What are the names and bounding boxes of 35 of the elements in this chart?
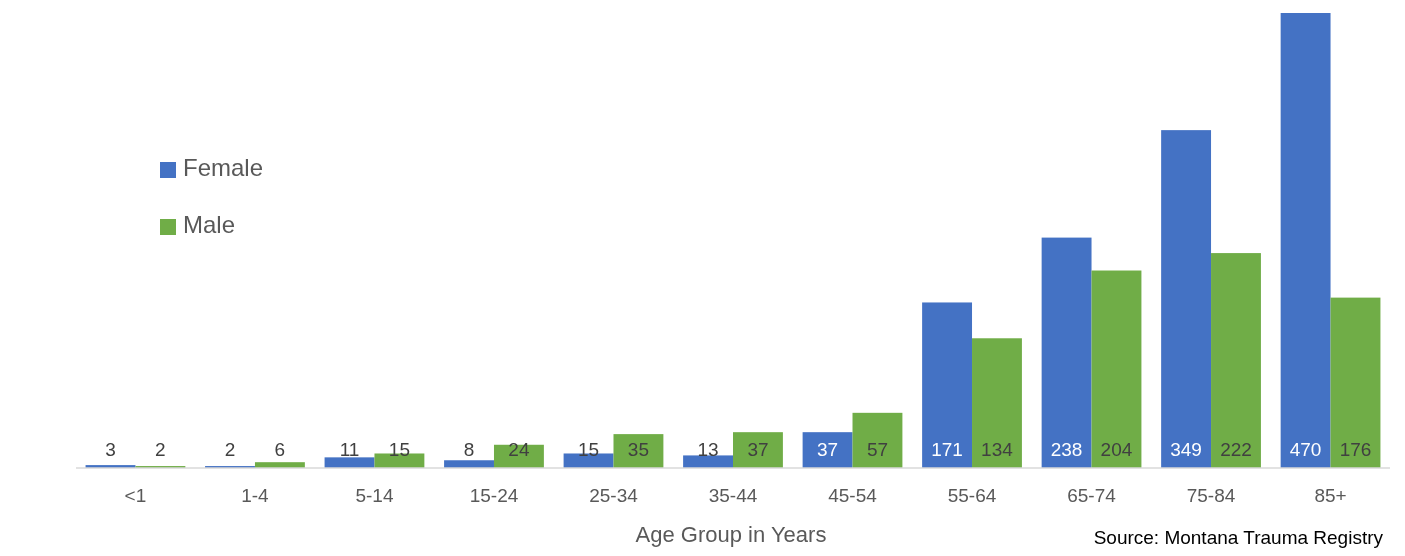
x-tick-label: 35-44 <box>708 485 758 506</box>
legend-label: Female <box>183 154 264 182</box>
data-label: 171 <box>931 439 963 461</box>
data-label: 24 <box>508 439 530 461</box>
x-tick-label: 55-64 <box>947 485 997 506</box>
data-label: 2 <box>224 439 236 461</box>
x-tick-label: 65-74 <box>1067 485 1117 506</box>
x-tick-label: 25-34 <box>589 485 639 506</box>
data-label: 470 <box>1289 439 1322 461</box>
data-label: 222 <box>1220 439 1252 461</box>
x-axis-title: Age Group in Years <box>635 522 827 547</box>
data-label: 57 <box>866 439 889 461</box>
x-tick-label: 85+ <box>1314 485 1347 506</box>
x-tick-label: 75-84 <box>1186 485 1236 506</box>
data-label: 13 <box>697 439 719 461</box>
x-tick-label: 5-14 <box>355 485 394 506</box>
data-label: 6 <box>274 439 286 461</box>
source-note: Source: Montana Trauma Registry <box>1093 527 1384 548</box>
data-label: 238 <box>1050 439 1083 461</box>
data-label: 2 <box>155 439 166 461</box>
x-tick-label: 45-54 <box>828 485 878 506</box>
data-label: 349 <box>1170 439 1202 461</box>
data-label: 8 <box>463 439 475 461</box>
data-label: 204 <box>1100 439 1133 461</box>
data-label: 37 <box>747 439 769 461</box>
x-tick-label: 15-24 <box>469 485 519 506</box>
data-label: 35 <box>627 439 650 461</box>
data-label: 176 <box>1339 439 1372 461</box>
legend-label: Male <box>183 211 236 239</box>
data-label: 3 <box>105 439 116 461</box>
data-label: 134 <box>981 439 1014 461</box>
x-tick-label: 1-4 <box>241 485 270 506</box>
data-label: 37 <box>816 439 839 461</box>
x-tick-label: <1 <box>124 485 147 506</box>
data-label: 11 <box>339 439 360 461</box>
